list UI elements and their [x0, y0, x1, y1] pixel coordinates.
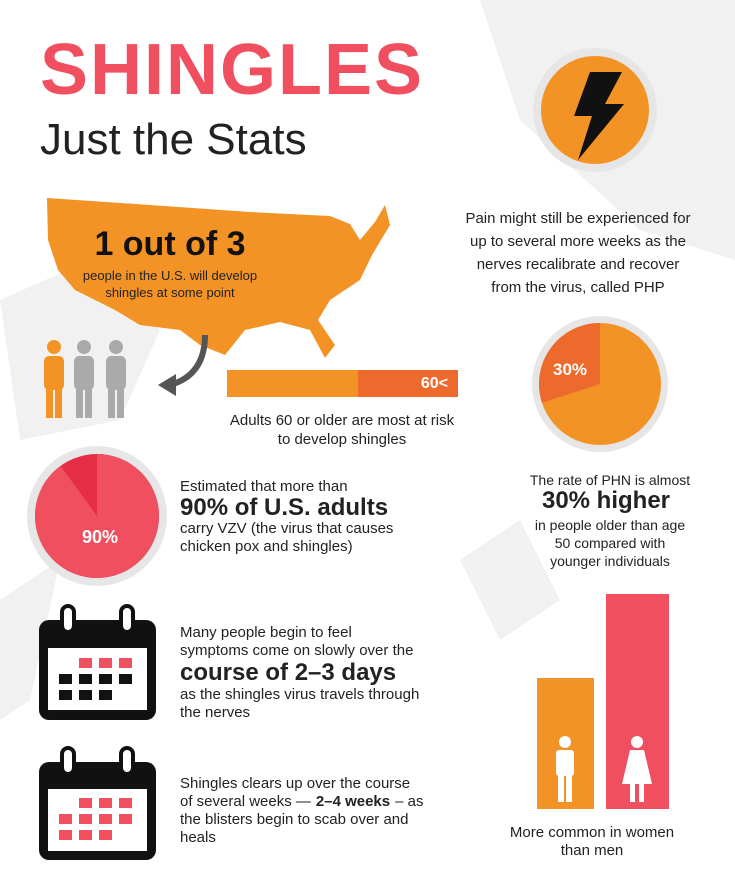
clear-bold: 2–4 weeks — [316, 793, 390, 810]
us-text: people in the U.S. will develop — [83, 268, 257, 283]
symptoms-text: as the shingles virus travels through — [180, 686, 419, 703]
title: SHINGLES — [40, 30, 424, 110]
symptoms-text: Many people begin to feel — [180, 624, 352, 641]
age-bar-highlight — [358, 370, 458, 397]
phn-text: younger individuals — [550, 553, 670, 569]
lightning-icon — [574, 72, 624, 160]
age-bar-label: 60< — [421, 375, 448, 392]
woman-icon — [622, 736, 652, 802]
us-headline: 1 out of 3 — [94, 225, 245, 263]
vzv-text: carry VZV (the virus that causes — [180, 520, 393, 537]
symptoms-highlight: course of 2–3 days — [180, 659, 396, 686]
pie-slice — [539, 323, 600, 403]
us-text: shingles at some point — [105, 285, 235, 300]
vzv-text: Estimated that more than — [180, 478, 348, 495]
gender-text: More common in women — [510, 824, 674, 841]
us-map — [47, 198, 390, 358]
pie-slice — [34, 454, 159, 579]
age-text: to develop shingles — [278, 431, 406, 448]
clear-text: Shingles clears up over the course — [180, 775, 410, 792]
pain-text: from the virus, called PHP — [491, 279, 664, 296]
gender-text: than men — [561, 842, 624, 859]
clear-text: of several weeks — 2–4 weeks – as — [180, 793, 423, 810]
calendar-icon — [39, 604, 156, 720]
clear-text: the blisters begin to scab over and — [180, 811, 408, 828]
phn-text: 50 compared with — [555, 535, 666, 551]
clear-text: heals — [180, 829, 216, 846]
age-bar — [227, 370, 358, 397]
pie-label: 30% — [553, 360, 587, 379]
symptoms-text: symptoms come on slowly over the — [180, 642, 413, 659]
age-text: Adults 60 or older are most at risk — [230, 412, 455, 429]
clear-text: – as — [395, 793, 423, 810]
phn-text: The rate of PHN is almost — [530, 472, 690, 488]
pain-text: Pain might still be experienced for — [465, 210, 690, 227]
arrow-head — [158, 374, 176, 396]
symptoms-text: the nerves — [180, 704, 250, 721]
arrow — [169, 334, 208, 388]
vzv-highlight: 90% of U.S. adults — [180, 494, 388, 521]
calendar-icon — [39, 746, 156, 860]
vzv-text: chicken pox and shingles) — [180, 538, 353, 555]
subtitle: Just the Stats — [40, 115, 307, 164]
phn-text: in people older than age — [535, 517, 685, 533]
man-icon — [556, 736, 574, 802]
pain-text: nerves recalibrate and recover — [477, 256, 680, 273]
phn-highlight: 30% higher — [542, 487, 670, 514]
pain-text: up to several more weeks as the — [470, 233, 686, 250]
clear-text: of several weeks — — [180, 793, 311, 810]
people-icons — [44, 340, 126, 418]
pie-label: 90% — [82, 527, 118, 547]
